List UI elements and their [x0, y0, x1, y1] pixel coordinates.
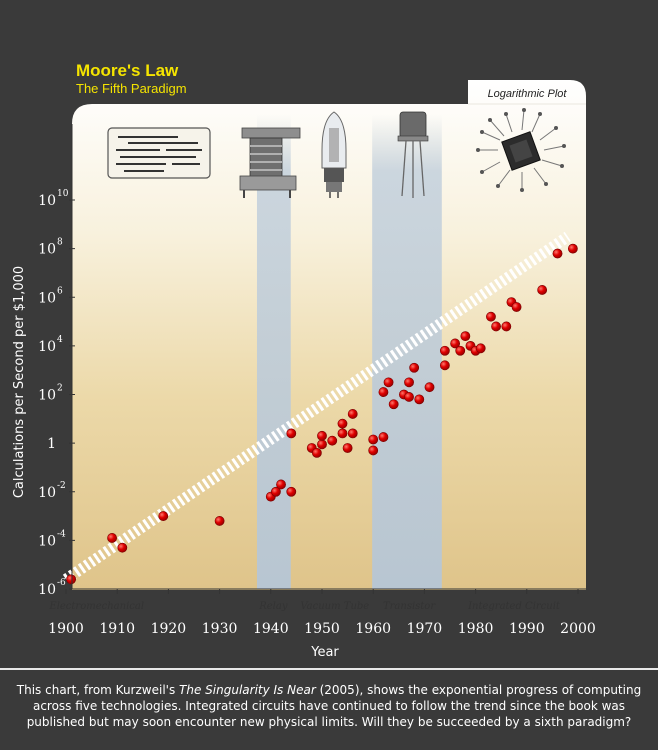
x-axis-label: Year [310, 645, 339, 660]
paradigm-label: Electromechanical [48, 601, 144, 612]
data-point [214, 516, 225, 526]
y-tick-label: 1 [47, 436, 56, 452]
y-tick-exponent: -4 [57, 529, 66, 539]
caption-pre: This chart, from Kurzweil's [16, 683, 180, 697]
data-point [460, 331, 471, 342]
y-tick-label: 10 [38, 339, 56, 355]
data-point [66, 574, 77, 585]
data-point [450, 338, 461, 349]
data-point [317, 430, 327, 441]
data-point [337, 428, 348, 439]
y-tick-label: 10 [38, 388, 56, 404]
y-tick-label: 10 [38, 193, 56, 209]
data-point [347, 428, 358, 439]
vacuum-tube-icon [321, 111, 347, 198]
trend-line [62, 231, 571, 584]
data-point [511, 302, 522, 312]
trend-band [62, 231, 571, 584]
paradigm-label: Vacuum Tube [300, 601, 369, 612]
data-point [286, 428, 297, 439]
x-tick-label: 1970 [407, 621, 443, 637]
y-tick-label: 10 [38, 290, 56, 306]
data-point [414, 394, 425, 405]
data-point [327, 435, 338, 446]
chart-title: Moore's Law [76, 61, 179, 80]
data-point [271, 486, 281, 497]
data-point [388, 399, 399, 410]
data-point [117, 542, 128, 553]
logarithmic-plot-label: Logarithmic Plot [488, 88, 568, 100]
data-point [567, 243, 578, 254]
y-tick-label: 10 [38, 242, 56, 258]
data-point [378, 387, 389, 397]
data-point [491, 321, 501, 332]
data-point [552, 248, 563, 259]
data-point [501, 321, 512, 332]
data-point [342, 443, 353, 453]
data-point [404, 377, 414, 388]
y-tick-exponent: 4 [57, 335, 63, 345]
data-point [455, 345, 466, 356]
y-tick-exponent: 10 [57, 189, 69, 199]
axes: 1900 1910 1920 1930 1940 1950 1960 1970 1980 1990… [38, 124, 596, 637]
x-tick-label: 1980 [458, 621, 494, 637]
y-axis-label: Calculations per Second per $1,000 [12, 266, 27, 498]
caption: This chart, from Kurzweil's The Singular… [0, 668, 658, 750]
y-tick-exponent: -2 [57, 481, 66, 491]
data-point [409, 362, 420, 373]
data-point [404, 392, 414, 402]
plot-background [72, 80, 586, 590]
relay-icon [239, 127, 301, 198]
paradigm-label: Integrated Circuit [467, 601, 561, 612]
data-point [317, 439, 327, 450]
integrated-circuit-icon [476, 108, 566, 192]
x-tick-label: 1990 [509, 621, 545, 637]
paradigm-bands [256, 115, 442, 589]
y-tick-exponent: 8 [57, 238, 63, 248]
data-points [66, 243, 578, 585]
transistor-icon [397, 111, 429, 198]
paradigm-label: Relay [258, 601, 288, 612]
data-point [424, 382, 435, 393]
data-point [439, 345, 450, 356]
x-tick-label: 1900 [48, 621, 84, 637]
x-tick-label: 1920 [151, 621, 187, 637]
x-tick-label: 1910 [99, 621, 135, 637]
x-tick-label: 1930 [202, 621, 238, 637]
x-tick-label: 1950 [304, 621, 340, 637]
data-point [286, 486, 297, 497]
data-point [383, 377, 394, 388]
paradigm-label: Transistor [383, 601, 436, 612]
x-tick-label: 1940 [253, 621, 289, 637]
chart-subtitle: The Fifth Paradigm [76, 81, 187, 96]
data-point [368, 445, 379, 456]
data-point [311, 447, 322, 458]
book-title: The Singularity Is Near [179, 683, 316, 697]
data-point [439, 360, 450, 371]
caption-post: (2005), shows the exponential progress o… [26, 683, 642, 729]
x-tick-label: 1960 [355, 621, 391, 637]
x-tick-label: 2000 [560, 621, 596, 637]
data-point [158, 511, 169, 521]
y-tick-label: 10 [38, 533, 56, 549]
data-point [368, 434, 379, 445]
data-point [378, 432, 389, 442]
data-point [475, 343, 486, 354]
paradigm-band-1 [256, 115, 291, 589]
data-point [276, 479, 286, 490]
y-tick-exponent: 2 [57, 384, 63, 394]
data-point [537, 285, 548, 295]
y-tick-label: 10 [38, 485, 56, 501]
data-point [107, 533, 117, 543]
punch-card-icon [107, 127, 211, 179]
y-tick-exponent: 6 [57, 286, 63, 296]
y-tick-label: 10 [38, 582, 56, 598]
data-point [486, 311, 496, 322]
y-tick-exponent: -6 [57, 578, 66, 588]
data-point [337, 418, 348, 429]
moores-law-chart: Moore's Law The Fifth Paradigm Logarithm… [12, 61, 596, 660]
data-point [347, 409, 358, 419]
